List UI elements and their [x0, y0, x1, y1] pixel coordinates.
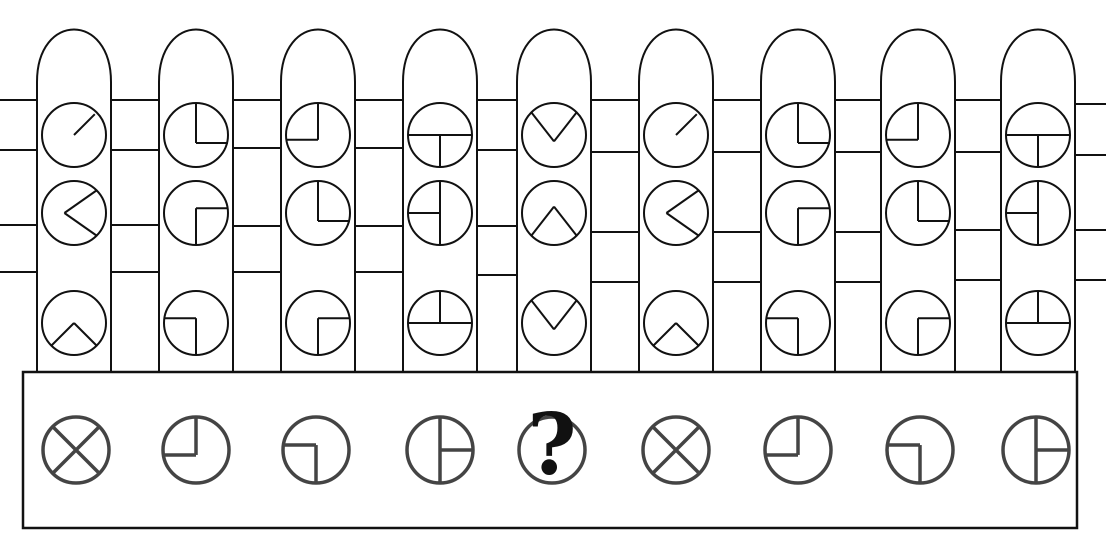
circle-quarter-upper-left-icon [163, 290, 229, 356]
circle-t-left-icon [1005, 180, 1071, 246]
circle-quarter-upper-right-icon [885, 290, 951, 356]
circle-quarter-lower-left-icon [161, 415, 231, 485]
fence-pickets [36, 28, 1076, 372]
circle-chevron-left-icon [643, 180, 709, 246]
circle-quarter-lower-left-icon [285, 102, 351, 168]
answer-row: ? [41, 395, 1071, 494]
circle-quarter-upper-right-icon [285, 290, 351, 356]
fence-picket [158, 28, 234, 372]
circle-chevron-down-icon [521, 180, 587, 246]
circle-x-icon [41, 415, 111, 485]
circle-quarter-upper-right-icon [163, 180, 229, 246]
circle-t-left-icon [407, 180, 473, 246]
fence-picket [880, 28, 956, 372]
circle-t-down-icon [407, 102, 473, 168]
circle-t-up-icon [1005, 290, 1071, 356]
circle-t-down-icon [1005, 102, 1071, 168]
circle-quarter-upper-left-icon [765, 290, 831, 356]
circle-t-right-icon [405, 415, 475, 485]
fence-picket [1000, 28, 1076, 372]
circle-chevron-up-icon [521, 290, 587, 356]
circle-quarter-lower-left-icon [763, 415, 833, 485]
circle-quarter-upper-left-icon [281, 415, 351, 485]
circle-chevron-up-icon [521, 102, 587, 168]
question-mark-text: ? [527, 395, 576, 494]
circle-quarter-lower-right-icon [765, 102, 831, 168]
fence-picket [402, 28, 478, 372]
circle-t-right-icon [1001, 415, 1071, 485]
circle-t-up-icon [407, 290, 473, 356]
circle-quarter-lower-right-icon [163, 102, 229, 168]
fence-picket [280, 28, 356, 372]
circle-split-y-icon [41, 290, 107, 356]
circle-diagonal-stroke-icon [643, 102, 709, 168]
fence-picket [516, 28, 592, 372]
circle-quarter-lower-right-icon [885, 180, 951, 246]
circle-x-icon [641, 415, 711, 485]
circle-quarter-lower-right-icon [285, 180, 351, 246]
fence-picket [638, 28, 714, 372]
circle-quarter-lower-left-icon [885, 102, 951, 168]
circle-split-y-icon [643, 290, 709, 356]
answer-panel: ? [21, 370, 1079, 530]
circle-diagonal-stroke-icon [41, 102, 107, 168]
circle-quarter-upper-left-icon [885, 415, 955, 485]
question-mark-icon: ? [517, 395, 587, 494]
circle-quarter-upper-right-icon [765, 180, 831, 246]
fence-picket [760, 28, 836, 372]
circle-chevron-left-icon [41, 180, 107, 246]
fence-picket [36, 28, 112, 372]
fence-rails [0, 99, 1106, 283]
